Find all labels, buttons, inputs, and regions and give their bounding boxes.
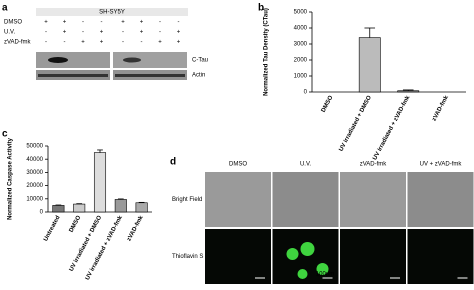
brightfield-image <box>340 172 406 227</box>
sign: - <box>82 20 84 26</box>
y-tick-label: 5000 <box>294 10 308 16</box>
column-label: UV + zVAD-fmk <box>420 162 463 168</box>
column-label: U.V. <box>300 162 311 168</box>
x-tick-label: UV irradiated + DMSO <box>338 95 373 153</box>
sign: - <box>45 30 47 36</box>
fluorescent-cell <box>316 263 329 275</box>
column-label: DMSO <box>229 162 247 168</box>
x-tick-label: zVAD-fmk <box>432 94 451 122</box>
sign: - <box>141 40 143 46</box>
panel-label: c <box>2 129 8 140</box>
x-tick-label: DMSO <box>69 215 83 234</box>
sign: + <box>140 20 144 26</box>
sign: + <box>140 30 144 36</box>
bar <box>135 202 148 213</box>
x-tick-label: zVAD-fmk <box>126 214 145 242</box>
y-tick-label: 30000 <box>26 170 43 176</box>
row-label: zVAD-fmk <box>4 40 32 46</box>
y-tick-label: 50000 <box>26 144 43 150</box>
bar <box>397 90 420 93</box>
y-tick-label: 40000 <box>26 157 43 163</box>
row-label: Bright Field <box>172 197 202 203</box>
blot-title: SH-SY5Y <box>99 10 125 16</box>
fluorescent-cell <box>286 248 299 260</box>
fluorescence-image <box>205 229 271 284</box>
blot-header-bar <box>36 8 188 16</box>
panel-label: d <box>170 157 176 168</box>
y-tick-label: 0 <box>304 90 308 96</box>
brightfield-image <box>272 172 339 227</box>
band-label: C-Tau <box>192 58 208 64</box>
row-label: U.V. <box>4 30 15 36</box>
x-tick-label: UV irradiated + zVAD-fmk <box>85 214 124 281</box>
blot-band <box>115 74 185 77</box>
fluorescence-image <box>340 229 406 284</box>
x-tick-label: DMSO <box>321 95 335 114</box>
sign: - <box>82 30 84 36</box>
y-tick-label: 0 <box>40 210 44 216</box>
row-label: Thioflavin S <box>172 254 203 260</box>
y-tick-label: 3000 <box>294 42 308 48</box>
y-axis-label: Normalized Tau Density (CTau) <box>264 8 270 96</box>
sign: - <box>159 30 161 36</box>
blot-band <box>38 74 108 77</box>
fluorescent-cell <box>297 269 308 279</box>
sign: - <box>64 40 66 46</box>
bar <box>73 203 86 213</box>
bar <box>358 37 381 93</box>
y-tick-label: 20000 <box>26 183 43 189</box>
sign: - <box>122 30 124 36</box>
bar <box>114 199 127 213</box>
row-label: DMSO <box>4 20 22 26</box>
sign: - <box>101 20 103 26</box>
sign: - <box>45 40 47 46</box>
bar <box>93 152 107 213</box>
x-tick-label: Untreated <box>43 215 62 243</box>
y-tick-label: 2000 <box>294 58 308 64</box>
fluorescence-image <box>407 229 474 284</box>
bar <box>52 205 65 213</box>
blot-strip <box>36 52 110 68</box>
sign: + <box>100 30 104 36</box>
blot-strip <box>113 52 187 68</box>
band-label: Actin <box>192 73 205 79</box>
sign: + <box>100 40 104 46</box>
blot-band <box>123 57 141 63</box>
sign: + <box>63 30 67 36</box>
blot-band <box>48 57 68 63</box>
sign: - <box>178 20 180 26</box>
y-axis-label: Normalized Caspase Activity <box>8 137 14 219</box>
panel-label: a <box>2 3 8 14</box>
column-label: zVAD-fmk <box>360 162 388 168</box>
sign: + <box>158 40 162 46</box>
sign: + <box>81 40 85 46</box>
sign: - <box>159 20 161 26</box>
panel-label: b <box>258 3 264 14</box>
x-tick-label: UV irradiated + zVAD-fmk <box>372 94 411 161</box>
sign: + <box>44 20 48 26</box>
sign: + <box>177 40 181 46</box>
sign: + <box>177 30 181 36</box>
brightfield-image <box>205 172 271 227</box>
y-tick-label: 1000 <box>294 74 308 80</box>
sign: + <box>63 20 67 26</box>
y-tick-label: 4000 <box>294 26 308 32</box>
brightfield-image <box>407 172 474 227</box>
scale-label: 100μm <box>316 272 334 278</box>
fluorescent-cell <box>300 242 315 256</box>
sign: - <box>122 40 124 46</box>
y-tick-label: 10000 <box>26 196 43 202</box>
sign: + <box>121 20 125 26</box>
